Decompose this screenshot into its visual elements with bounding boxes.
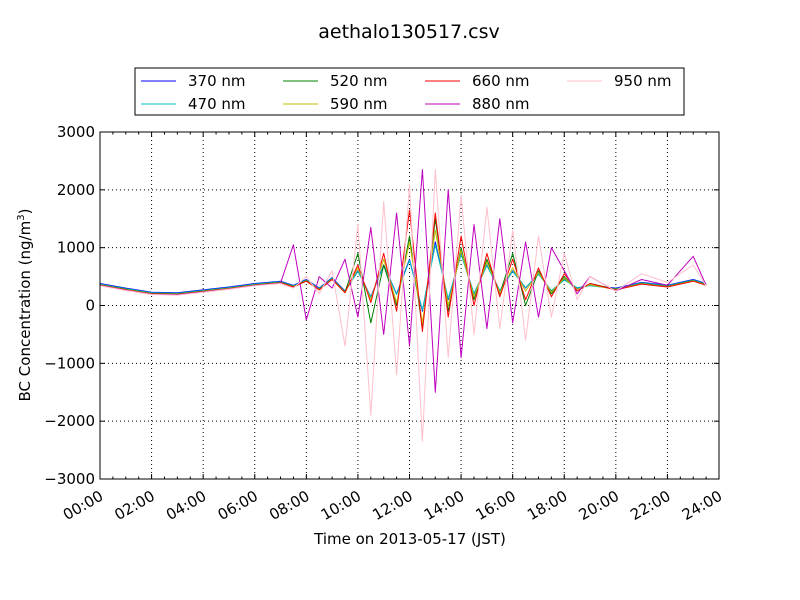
y-axis-label-main: BC Concentration (ng/m	[16, 221, 34, 402]
y-tick-labels: 3000 2000 1000 0 −1000 −2000 −3000	[44, 123, 95, 488]
x-tick-label: 18:00	[524, 487, 570, 524]
x-tick-label: 20:00	[576, 487, 622, 524]
x-axis-label: Time on 2013-05-17 (JST)	[313, 530, 506, 548]
legend-label: 880 nm	[472, 95, 530, 113]
x-tick-label: 10:00	[318, 487, 364, 524]
legend-label: 370 nm	[188, 72, 246, 90]
legend: 370 nm 470 nm 520 nm 590 nm 660 nm 880 nm 950 …	[134, 67, 685, 116]
legend-label: 660 nm	[472, 72, 530, 90]
legend-label: 590 nm	[330, 95, 388, 113]
ticks	[99, 131, 720, 480]
y-tick-label: 2000	[57, 181, 95, 199]
y-axis-label-close: )	[16, 209, 34, 215]
y-tick-label: −3000	[44, 470, 95, 488]
x-tick-label: 24:00	[679, 487, 725, 524]
x-tick-label: 12:00	[369, 487, 415, 524]
series-line	[99, 169, 707, 442]
y-axis-label: BC Concentration (ng/m3)	[16, 209, 34, 402]
y-tick-label: 1000	[57, 239, 95, 257]
legend-label: 470 nm	[188, 95, 246, 113]
series-line	[99, 244, 707, 311]
legend-label: 950 nm	[614, 72, 672, 90]
x-tick-label: 16:00	[472, 487, 518, 524]
y-tick-label: −1000	[44, 354, 95, 372]
x-tick-label: 22:00	[627, 487, 673, 524]
series-layer	[99, 169, 707, 442]
y-tick-label: −2000	[44, 412, 95, 430]
x-tick-label: 08:00	[266, 487, 312, 524]
y-tick-label: 3000	[57, 123, 95, 141]
x-tick-label: 04:00	[163, 487, 209, 524]
y-tick-label: 0	[85, 297, 95, 315]
y-axis-label-sup: 3	[16, 214, 27, 220]
x-tick-label: 14:00	[421, 487, 467, 524]
x-tick-label: 06:00	[215, 487, 261, 524]
x-tick-label: 00:00	[60, 487, 106, 524]
chart-title: aethalo130517.csv	[318, 21, 500, 43]
legend-label: 520 nm	[330, 72, 388, 90]
legend-frame	[134, 67, 685, 116]
x-tick-label: 02:00	[111, 487, 157, 524]
x-tick-labels: 00:00 02:00 04:00 06:00 08:00 10:00 12:00 14:00…	[60, 487, 725, 524]
